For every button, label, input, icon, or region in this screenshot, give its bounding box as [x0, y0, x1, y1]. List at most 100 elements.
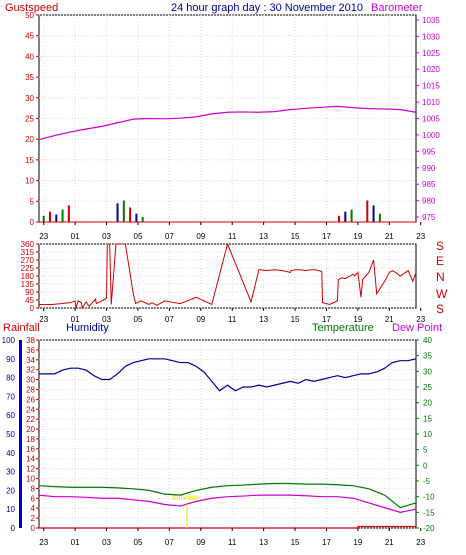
- time-tick-label: 19: [353, 232, 362, 241]
- rain-axis-label: 16: [26, 445, 35, 454]
- time-tick-label: 23: [39, 538, 48, 547]
- gust-axis-label: 15: [25, 156, 34, 165]
- compass-label-s-top: S: [436, 239, 444, 253]
- rain-axis-label: 26: [26, 395, 35, 404]
- direction-axis-label: 180: [21, 272, 35, 281]
- humidity-axis-label: 40: [6, 449, 15, 458]
- time-tick-label: 13: [259, 315, 268, 324]
- rain-axis-label: 28: [26, 385, 35, 394]
- barometer-label: Barometer: [371, 2, 423, 14]
- gust-axis-label: 50: [25, 11, 34, 20]
- rain-axis-label: 38: [26, 336, 35, 345]
- temp-axis-label: 0: [423, 461, 428, 470]
- rain-axis-label: 8: [31, 484, 36, 493]
- temp-axis-label: 15: [423, 414, 432, 423]
- time-tick-label: 15: [291, 538, 300, 547]
- grid-lines: [39, 14, 416, 529]
- time-tick-label: 07: [165, 315, 174, 324]
- baro-axis-label: 1035: [422, 16, 440, 25]
- temp-axis-label: 35: [423, 352, 432, 361]
- rain-axis-label: 24: [26, 405, 35, 414]
- rain-axis-label: 30: [26, 376, 35, 385]
- time-tick-label: 19: [353, 538, 362, 547]
- gust-axis-label: 30: [25, 94, 34, 103]
- time-tick-label: 11: [228, 232, 237, 241]
- barometer-line: [38, 105, 417, 141]
- time-tick-label: 17: [322, 315, 331, 324]
- humidity-axis-label: 80: [6, 374, 15, 383]
- baro-axis-label: 1010: [422, 98, 440, 107]
- time-tick-label: 21: [385, 315, 394, 324]
- temp-axis-label: 25: [423, 383, 432, 392]
- baro-axis-label: 1020: [422, 65, 440, 74]
- direction-axis-label: 225: [21, 264, 35, 273]
- time-tick-label: 15: [291, 232, 300, 241]
- direction-axis-label: 90: [25, 288, 34, 297]
- temp-axis-label: -10: [423, 493, 435, 502]
- dewpoint-label: Dew Point: [392, 322, 442, 334]
- rain-axis-label: 14: [26, 455, 35, 464]
- wind-baro-panel: [38, 14, 417, 223]
- temp-axis-label: 5: [423, 446, 428, 455]
- humidity-axis-label: 70: [6, 392, 15, 401]
- baro-axis-label: 1005: [422, 115, 440, 124]
- temp-axis-label: 20: [423, 399, 432, 408]
- wind-direction-panel: [38, 243, 417, 309]
- time-tick-label: 23: [416, 232, 425, 241]
- time-tick-label: 17: [322, 232, 331, 241]
- time-tick-label: 09: [196, 232, 205, 241]
- time-tick-label: 09: [196, 538, 205, 547]
- time-tick-label: 23: [416, 315, 425, 324]
- rain-axis-label: 12: [26, 465, 35, 474]
- rain-axis-label: 20: [26, 425, 35, 434]
- time-tick-label: 15: [291, 315, 300, 324]
- dewpoint-line: [38, 494, 417, 513]
- temp-axis-label: -20: [423, 524, 435, 533]
- rain-axis-label: 34: [26, 356, 35, 365]
- time-tick-label: 11: [228, 315, 237, 324]
- time-tick-label: 23: [39, 232, 48, 241]
- rainfall-line: [39, 525, 416, 529]
- rain-axis-label: 32: [26, 366, 35, 375]
- direction-axis-label: 315: [21, 248, 35, 257]
- baro-axis-label: 1030: [422, 32, 440, 41]
- humidity-axis-label: 100: [2, 336, 16, 345]
- compass-label-w: W: [436, 287, 448, 301]
- graph-title: 24 hour graph day : 30 November 2010: [171, 2, 363, 14]
- direction-axis-label: 45: [25, 296, 34, 305]
- gust-axis-label: 45: [25, 32, 34, 41]
- humidity-axis-label: 10: [6, 505, 15, 514]
- wind-direction-line: [39, 242, 417, 310]
- time-tick-label: 17: [322, 538, 331, 547]
- time-tick-label: 19: [353, 315, 362, 324]
- humidity-axis-label: 90: [6, 355, 15, 364]
- time-tick-label: 01: [71, 538, 80, 547]
- humidity-axis-label: 60: [6, 411, 15, 420]
- time-tick-label: 21: [385, 538, 394, 547]
- time-tick-label: 05: [134, 232, 143, 241]
- compass-label-n: N: [436, 270, 445, 284]
- temp-axis-label: -15: [423, 508, 435, 517]
- baro-axis-label: 985: [422, 180, 436, 189]
- time-tick-label: 03: [102, 315, 111, 324]
- rain-axis-label: 10: [26, 475, 35, 484]
- direction-axis-label: 0: [30, 304, 35, 313]
- humidity-axis-label: 50: [6, 430, 15, 439]
- humidity-axis-label: 20: [6, 486, 15, 495]
- temperature-line: [38, 482, 417, 509]
- time-tick-label: 23: [39, 315, 48, 324]
- direction-axis-label: 360: [21, 240, 35, 249]
- data-series: [38, 105, 417, 529]
- gustspeed-label: Gustspeed: [5, 2, 58, 14]
- direction-axis-label: 270: [21, 256, 35, 265]
- rainfall-label: Rainfall: [3, 322, 40, 334]
- axis-ticks: 0510152025303540455097598098599099510001…: [2, 11, 441, 533]
- time-tick-label: 23: [416, 538, 425, 547]
- baro-axis-label: 1000: [422, 131, 440, 140]
- time-tick-label: 01: [71, 315, 80, 324]
- gust-axis-label: 35: [25, 73, 34, 82]
- humidity-axis-bar: [19, 340, 22, 528]
- rain-axis-label: 2: [31, 514, 36, 523]
- temp-axis-label: 10: [423, 430, 432, 439]
